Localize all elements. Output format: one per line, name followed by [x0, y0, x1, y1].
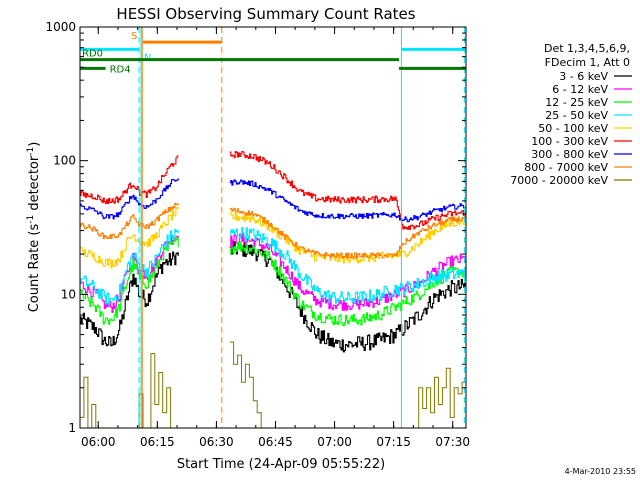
flag-s-label: S: [131, 31, 137, 42]
y-tick-label-2: 100: [53, 154, 76, 168]
legend-label-4: 50 - 100 keV: [538, 122, 608, 135]
y-axis-label-exponent-2: -1: [26, 147, 36, 156]
legend-label-0: 3 - 6 keV: [559, 70, 608, 83]
series-6-segment-0: [80, 178, 179, 220]
legend-label-7: 800 - 7000 keV: [524, 161, 608, 174]
generation-timestamp: 4-Mar-2010 23:55: [565, 467, 636, 476]
legend-header-1: FDecim 1, Att 0: [545, 56, 630, 69]
series-5: [80, 150, 467, 230]
series-2-segment-0: [80, 236, 179, 325]
x-tick-label-5: 07:15: [376, 435, 411, 449]
legend-label-6: 300 - 800 keV: [531, 148, 608, 161]
x-tick-label-2: 06:30: [199, 435, 234, 449]
y-axis-label-prefix: Count Rate (s: [27, 224, 42, 313]
series-0-segment-1: [229, 241, 467, 353]
legend: Det 1,3,4,5,6,9,FDecim 1, Att 03 - 6 keV…: [510, 42, 632, 187]
x-tick-label-6: 07:30: [435, 435, 470, 449]
flag-rd4: RD4: [80, 64, 466, 75]
series-0-segment-0: [80, 251, 179, 347]
series-3-segment-0: [80, 229, 179, 306]
x-tick-label-4: 07:00: [317, 435, 352, 449]
series-4-segment-0: [80, 207, 179, 269]
flag-n-label: N: [144, 52, 151, 63]
series-8-segment-0: [80, 353, 179, 429]
flag-rd0-label: RD0: [82, 49, 103, 60]
legend-label-2: 12 - 25 keV: [545, 96, 608, 109]
x-tick-label-1: 06:15: [140, 435, 175, 449]
y-tick-label-0: 1: [68, 421, 76, 435]
y-axis-label-suffix: ): [27, 142, 42, 147]
flag-rd0: RD0: [80, 49, 400, 62]
series-5-segment-1: [229, 150, 467, 230]
series-3-segment-1: [229, 227, 467, 304]
chart-title: HESSI Observing Summary Count Rates: [116, 5, 415, 23]
series-7: [80, 202, 467, 259]
legend-label-5: 100 - 300 keV: [531, 135, 608, 148]
series-3: [80, 227, 467, 306]
series-6: [80, 178, 466, 223]
legend-label-8: 7000 - 20000 keV: [510, 174, 608, 187]
plot-area: SN RD0 RD4: [80, 27, 467, 429]
legend-label-1: 6 - 12 keV: [552, 83, 608, 96]
legend-header-0: Det 1,3,4,5,6,9,: [544, 42, 630, 55]
series-7-segment-1: [229, 207, 467, 259]
y-axis-label: Count Rate (s-1 detector-1): [26, 142, 42, 313]
y-tick-label-3: 1000: [45, 20, 76, 34]
flag-s: S: [131, 31, 222, 44]
flag-rd4-label: RD4: [110, 64, 131, 75]
series-2-segment-1: [229, 241, 467, 327]
y-axis-label-exponent-1: -1: [26, 215, 36, 224]
series-6-segment-1: [229, 179, 466, 223]
series-0: [80, 241, 467, 353]
x-axis-label: Start Time (24-Apr-09 05:55:22): [177, 457, 385, 472]
x-tick-label-0: 06:00: [81, 435, 116, 449]
series-4: [80, 207, 467, 269]
series-1-segment-1: [229, 233, 467, 311]
plot-frame: [79, 26, 467, 429]
legend-label-3: 25 - 50 keV: [545, 109, 608, 122]
y-tick-label-1: 10: [61, 287, 76, 301]
x-tick-label-3: 06:45: [258, 435, 293, 449]
series-5-segment-0: [80, 155, 179, 205]
series-8-segment-1: [229, 341, 467, 429]
axes: 06:00 06:15 06:30 06:45 07:00 07:15 07:30 1 10 10…: [45, 20, 470, 449]
y-axis-label-middle: detector: [27, 155, 42, 215]
flag-n: N: [80, 47, 466, 63]
series-7-segment-0: [80, 202, 179, 240]
series-8: [80, 341, 467, 429]
series-2: [80, 236, 467, 327]
